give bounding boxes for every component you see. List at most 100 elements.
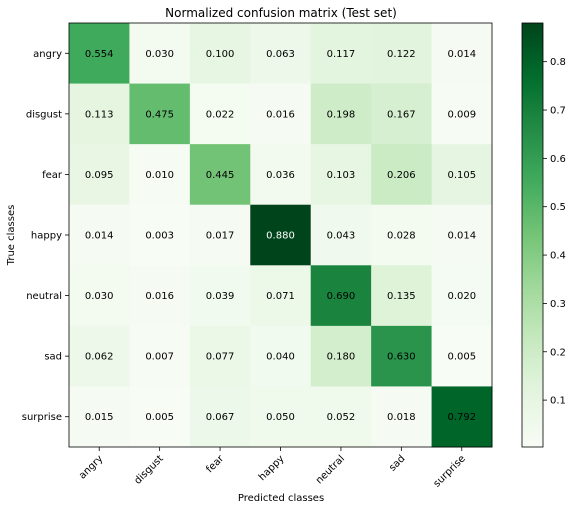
cell-value-label: 0.009	[447, 109, 476, 120]
heatmap-cell	[371, 144, 433, 206]
cell-value-label: 0.030	[85, 291, 114, 302]
x-tick-label: disgust	[132, 453, 165, 486]
heatmap-cell	[431, 144, 493, 206]
cell-value-label: 0.880	[266, 231, 295, 242]
cell-value-label: 0.020	[447, 291, 476, 302]
colorbar-tick-label: 0.6	[550, 154, 566, 165]
cell-value-label: 0.690	[327, 291, 356, 302]
heatmap-cell-labels: 0.554 0.030 0.100 0.063 0.117 0.122 0.014 0.113…	[85, 49, 476, 423]
cell-value-label: 0.063	[266, 49, 295, 60]
y-tick-label: angry	[33, 49, 62, 60]
heatmap-cell	[431, 265, 493, 327]
cell-value-label: 0.014	[85, 231, 114, 242]
colorbar-tick-label: 0.8	[550, 57, 566, 68]
heatmap-cell	[69, 386, 130, 448]
cell-value-label: 0.018	[387, 412, 416, 423]
cell-value-label: 0.792	[447, 412, 476, 423]
heatmap-cells	[69, 23, 493, 448]
cell-value-label: 0.043	[327, 231, 356, 242]
chart-title: Normalized confusion matrix (Test set)	[165, 6, 397, 20]
x-tick-label: angry	[77, 453, 105, 481]
cell-value-label: 0.016	[266, 109, 295, 120]
cell-value-label: 0.036	[266, 170, 295, 181]
y-axis-ticks: angry disgust fear happy neutral sad surprise	[22, 49, 69, 423]
colorbar-tick-label: 0.5	[550, 202, 566, 213]
cell-value-label: 0.105	[447, 170, 476, 181]
y-tick-label: fear	[42, 170, 63, 181]
cell-value-label: 0.028	[387, 231, 416, 242]
heatmap-cell	[250, 144, 312, 206]
heatmap-cell	[129, 325, 191, 387]
cell-value-label: 0.010	[145, 170, 174, 181]
cell-value-label: 0.445	[206, 170, 235, 181]
cell-value-label: 0.005	[447, 352, 476, 363]
heatmap-cell	[129, 23, 191, 85]
cell-value-label: 0.071	[266, 291, 295, 302]
cell-value-label: 0.122	[387, 49, 416, 60]
colorbar	[521, 22, 544, 448]
cell-value-label: 0.475	[145, 109, 174, 120]
heatmap-cell	[310, 325, 372, 387]
heatmap-cell	[129, 386, 191, 448]
heatmap-cell	[310, 144, 372, 206]
heatmap-cell	[310, 386, 372, 448]
cell-value-label: 0.016	[145, 291, 174, 302]
heatmap-cell	[129, 204, 191, 266]
cell-value-label: 0.103	[327, 170, 356, 181]
heatmap-cell	[371, 83, 433, 145]
heatmap-cell	[310, 83, 372, 145]
cell-value-label: 0.007	[145, 352, 174, 363]
y-tick-label: surprise	[22, 412, 62, 423]
colorbar-tick-label: 0.7	[550, 106, 566, 117]
heatmap-cell	[431, 386, 493, 448]
heatmap-cell	[69, 83, 130, 145]
x-axis-ticks: angry disgust fear happy neutral sad surprise	[77, 447, 468, 490]
heatmap-cell	[371, 204, 433, 266]
heatmap-cell	[69, 265, 130, 327]
heatmap-cell	[189, 23, 251, 85]
cell-value-label: 0.014	[447, 49, 476, 60]
heatmap-cell	[310, 23, 372, 85]
heatmap-cell	[431, 325, 493, 387]
cell-value-label: 0.067	[206, 412, 235, 423]
cell-value-label: 0.030	[145, 49, 174, 60]
cell-value-label: 0.630	[387, 352, 416, 363]
cell-value-label: 0.017	[206, 231, 235, 242]
cell-value-label: 0.040	[266, 352, 295, 363]
cell-value-label: 0.077	[206, 352, 235, 363]
x-tick-label: sad	[387, 453, 407, 473]
x-tick-label: fear	[204, 453, 226, 475]
cell-value-label: 0.100	[206, 49, 235, 60]
heatmap-cell	[189, 325, 251, 387]
heatmap-cell	[69, 204, 130, 266]
cell-value-label: 0.062	[85, 352, 114, 363]
cell-value-label: 0.206	[387, 170, 416, 181]
y-axis-label: True classes	[6, 205, 17, 267]
cell-value-label: 0.095	[85, 170, 114, 181]
x-axis-label: Predicted classes	[238, 493, 324, 504]
colorbar-ticks: 0.1 0.2 0.3 0.4 0.5 0.6 0.7 0.8	[543, 57, 566, 407]
cell-value-label: 0.052	[327, 412, 356, 423]
heatmap-cell	[189, 83, 251, 145]
cell-value-label: 0.135	[387, 291, 416, 302]
cell-value-label: 0.022	[206, 109, 235, 120]
heatmap-cell	[250, 265, 312, 327]
heatmap-cell	[250, 204, 312, 266]
heatmap-cell	[250, 23, 312, 85]
heatmap-cell	[371, 325, 433, 387]
heatmap-cell	[371, 265, 433, 327]
heatmap-cell	[189, 204, 251, 266]
heatmap-cell	[431, 204, 493, 266]
cell-value-label: 0.198	[327, 109, 356, 120]
heatmap-cell	[69, 325, 130, 387]
heatmap-cell	[129, 265, 191, 327]
cell-value-label: 0.005	[145, 412, 174, 423]
heatmap-cell	[371, 386, 433, 448]
cell-value-label: 0.167	[387, 109, 416, 120]
heatmap-cell	[69, 23, 130, 85]
heatmap-cell	[431, 23, 493, 85]
cell-value-label: 0.554	[85, 49, 114, 60]
cell-value-label: 0.117	[327, 49, 356, 60]
colorbar-tick-label: 0.4	[550, 251, 566, 262]
heatmap-cell	[371, 23, 433, 85]
